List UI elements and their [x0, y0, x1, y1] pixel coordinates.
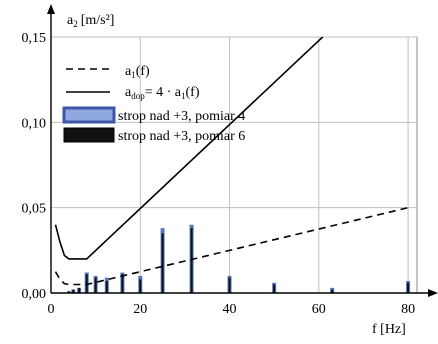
legend-label-pomiar6: strop nad +3, pomiar 6 [118, 129, 245, 144]
y-tick-label: 0,15 [22, 31, 47, 46]
bar-pomiar6 [78, 287, 81, 293]
x-tick-label: 20 [133, 302, 147, 317]
line-a1 [54, 206, 409, 286]
legend-swatch-pomiar4 [62, 106, 116, 124]
y-tick-label: 0,00 [22, 287, 47, 302]
bar-pomiar6 [161, 233, 164, 293]
x-tick-label: 0 [48, 302, 55, 317]
x-tick-label: 80 [401, 302, 415, 317]
x-tick-label: 40 [223, 302, 237, 317]
bar-pomiar6 [331, 289, 334, 293]
bar-pomiar6 [105, 281, 108, 293]
legend-label-a1: a1(f) [125, 64, 150, 80]
legend-label-pomiar4: strop nad +3, pomiar 4 [118, 109, 245, 124]
line-adop [54, 37, 324, 260]
legend: a1(f) adop= 4 · a1(f) strop nad +3, pomi… [62, 64, 245, 144]
y-axis-label: a2 [m/s²] [67, 13, 114, 29]
bar-pomiar6 [273, 284, 276, 293]
y-tick-label: 0,10 [22, 116, 47, 131]
x-tick-label: 60 [312, 302, 326, 317]
bar-pomiar6 [139, 279, 142, 293]
plot-frame [50, 36, 418, 294]
bar-pomiar6 [228, 277, 231, 293]
y-axis-arrow [47, 4, 55, 14]
bar-pomiar6 [407, 282, 410, 293]
legend-label-adop: adop= 4 · a1(f) [125, 85, 200, 101]
bar-pomiar6 [72, 289, 75, 293]
y-tick-label: 0,05 [22, 202, 47, 217]
legend-swatch-pomiar6 [63, 127, 115, 143]
bar-pomiar6 [85, 274, 88, 293]
x-axis-label: f [Hz] [372, 322, 406, 337]
x-axis-arrow [428, 289, 438, 297]
lines [54, 37, 409, 286]
tick-labels: 0,00 0,05 0,10 0,15 0 20 40 60 80 [22, 31, 416, 317]
bar-pomiar6 [94, 277, 97, 293]
axes [47, 4, 438, 297]
bar-pomiar6 [67, 291, 70, 293]
bar-pomiar6 [190, 228, 193, 293]
bar-pomiar6 [121, 274, 124, 293]
